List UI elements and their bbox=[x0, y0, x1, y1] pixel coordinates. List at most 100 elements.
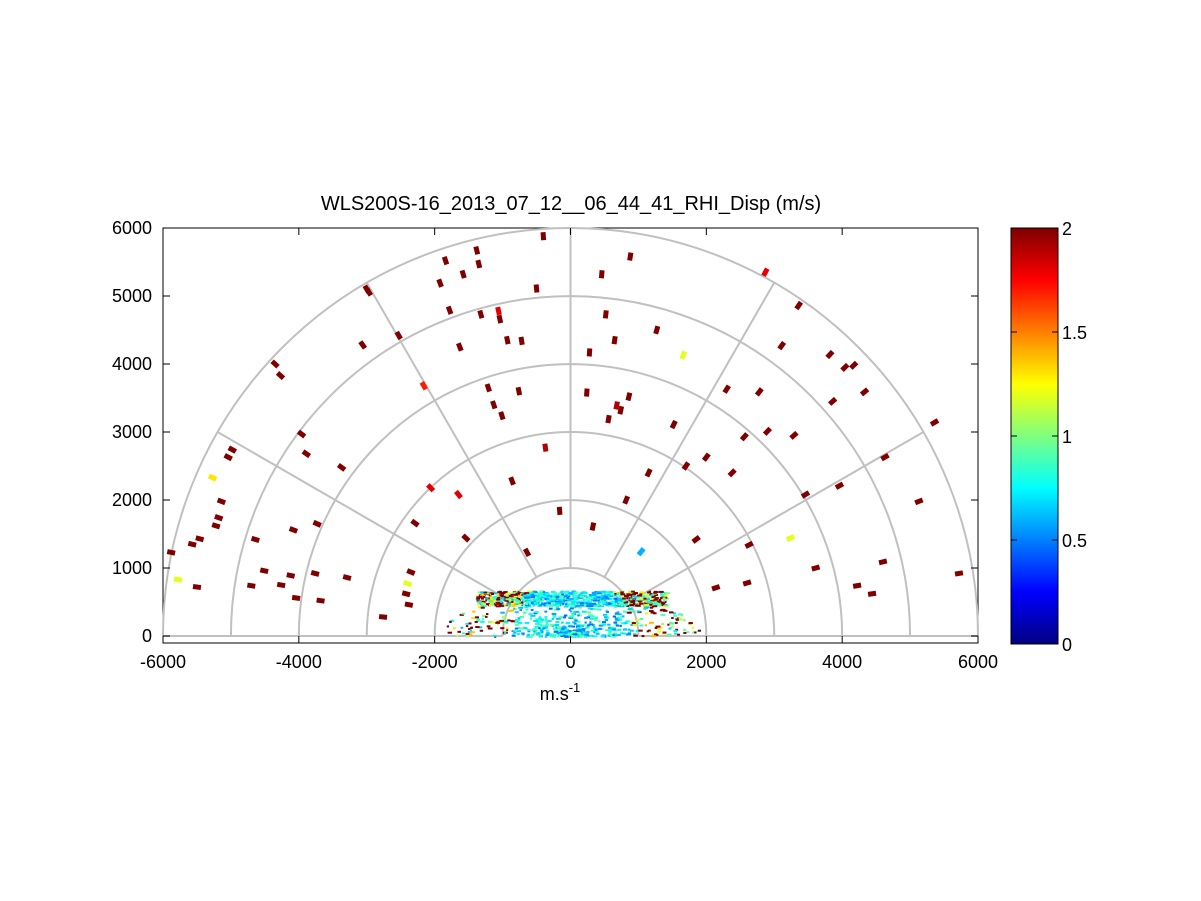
near-range-point bbox=[562, 634, 565, 637]
near-range-point bbox=[526, 595, 530, 598]
near-range-point bbox=[658, 628, 661, 631]
y-tick-label: 2000 bbox=[112, 490, 152, 510]
near-range-point bbox=[539, 629, 544, 632]
data-point bbox=[275, 371, 286, 381]
near-range-point bbox=[576, 631, 581, 634]
near-range-point bbox=[584, 621, 587, 624]
near-range-point bbox=[584, 600, 590, 603]
near-range-point bbox=[617, 595, 622, 598]
near-range-point bbox=[551, 603, 555, 606]
near-range-point bbox=[571, 630, 576, 633]
colorbar-tick-label: 0 bbox=[1062, 635, 1072, 655]
near-range-point bbox=[467, 631, 471, 634]
near-range-point bbox=[546, 631, 550, 634]
x-tick-label: 0 bbox=[565, 652, 575, 672]
near-range-point bbox=[538, 600, 543, 603]
near-range-point bbox=[555, 621, 560, 624]
near-range-point bbox=[586, 611, 592, 614]
near-range-point bbox=[563, 625, 566, 628]
near-range-point bbox=[591, 634, 595, 637]
data-point bbox=[627, 252, 634, 261]
near-range-point bbox=[639, 591, 643, 594]
near-range-point bbox=[592, 635, 598, 638]
near-range-point bbox=[570, 601, 574, 604]
near-range-point bbox=[624, 628, 627, 631]
data-point bbox=[954, 570, 964, 577]
near-range-point bbox=[551, 612, 557, 615]
near-range-point bbox=[614, 617, 618, 620]
near-range-point bbox=[545, 634, 548, 637]
near-range-point bbox=[536, 600, 541, 603]
near-range-point bbox=[631, 610, 636, 613]
near-range-point bbox=[559, 633, 564, 636]
near-range-point bbox=[568, 630, 572, 633]
near-range-point bbox=[495, 621, 501, 624]
near-range-point bbox=[554, 593, 560, 596]
data-point bbox=[761, 267, 770, 277]
data-point bbox=[166, 549, 176, 556]
near-range-point bbox=[502, 615, 506, 618]
near-range-point bbox=[591, 594, 596, 597]
near-range-point bbox=[611, 604, 614, 607]
near-range-point bbox=[518, 594, 522, 597]
near-range-point bbox=[632, 624, 637, 627]
near-range-point bbox=[514, 627, 519, 630]
data-point bbox=[394, 330, 403, 341]
near-range-point bbox=[472, 610, 476, 613]
near-range-point bbox=[539, 632, 543, 635]
near-range-point bbox=[558, 592, 562, 595]
near-range-point bbox=[577, 614, 580, 617]
near-range-point bbox=[574, 600, 580, 603]
near-range-point bbox=[524, 598, 529, 601]
near-range-point bbox=[560, 635, 563, 638]
near-range-point bbox=[576, 630, 582, 633]
near-range-point bbox=[538, 598, 541, 601]
near-range-point bbox=[563, 614, 568, 617]
near-range-point bbox=[629, 598, 633, 601]
near-range-point bbox=[555, 603, 559, 606]
near-range-point bbox=[640, 595, 645, 598]
near-range-point bbox=[682, 619, 686, 622]
near-range-point bbox=[533, 612, 538, 615]
data-point bbox=[867, 590, 877, 597]
near-range-point bbox=[652, 603, 655, 606]
data-point bbox=[611, 335, 618, 345]
near-range-point bbox=[626, 611, 632, 614]
near-range-point bbox=[518, 591, 521, 594]
near-range-point bbox=[599, 595, 604, 598]
near-range-point bbox=[633, 634, 638, 637]
near-range-point bbox=[476, 597, 481, 600]
near-range-point bbox=[544, 635, 548, 638]
near-range-point bbox=[447, 631, 453, 634]
data-point bbox=[613, 401, 620, 410]
near-range-point bbox=[533, 619, 539, 622]
data-point bbox=[484, 383, 492, 393]
data-point bbox=[496, 314, 504, 324]
near-range-point bbox=[546, 598, 550, 601]
data-point bbox=[742, 579, 752, 587]
near-range-point bbox=[533, 627, 537, 630]
near-range-point bbox=[568, 616, 574, 619]
near-range-point bbox=[661, 603, 665, 606]
data-point bbox=[744, 540, 754, 549]
near-range-point bbox=[552, 614, 557, 617]
near-range-point bbox=[622, 604, 627, 607]
near-range-point bbox=[541, 598, 545, 601]
data-point bbox=[540, 231, 547, 241]
near-range-point bbox=[566, 597, 570, 600]
near-range-point bbox=[584, 594, 588, 597]
data-point bbox=[473, 245, 481, 255]
data-point bbox=[250, 535, 260, 544]
near-range-point bbox=[480, 620, 485, 623]
near-range-point bbox=[668, 611, 674, 614]
near-range-point bbox=[527, 633, 531, 636]
near-range-point bbox=[493, 595, 498, 598]
near-range-point bbox=[530, 596, 536, 599]
near-range-point bbox=[513, 629, 516, 632]
near-range-point bbox=[517, 597, 521, 600]
near-range-point bbox=[523, 627, 528, 630]
near-range-point bbox=[576, 635, 580, 638]
near-range-point bbox=[496, 598, 501, 601]
near-range-point bbox=[558, 603, 563, 606]
y-tick-label: 6000 bbox=[112, 218, 152, 238]
